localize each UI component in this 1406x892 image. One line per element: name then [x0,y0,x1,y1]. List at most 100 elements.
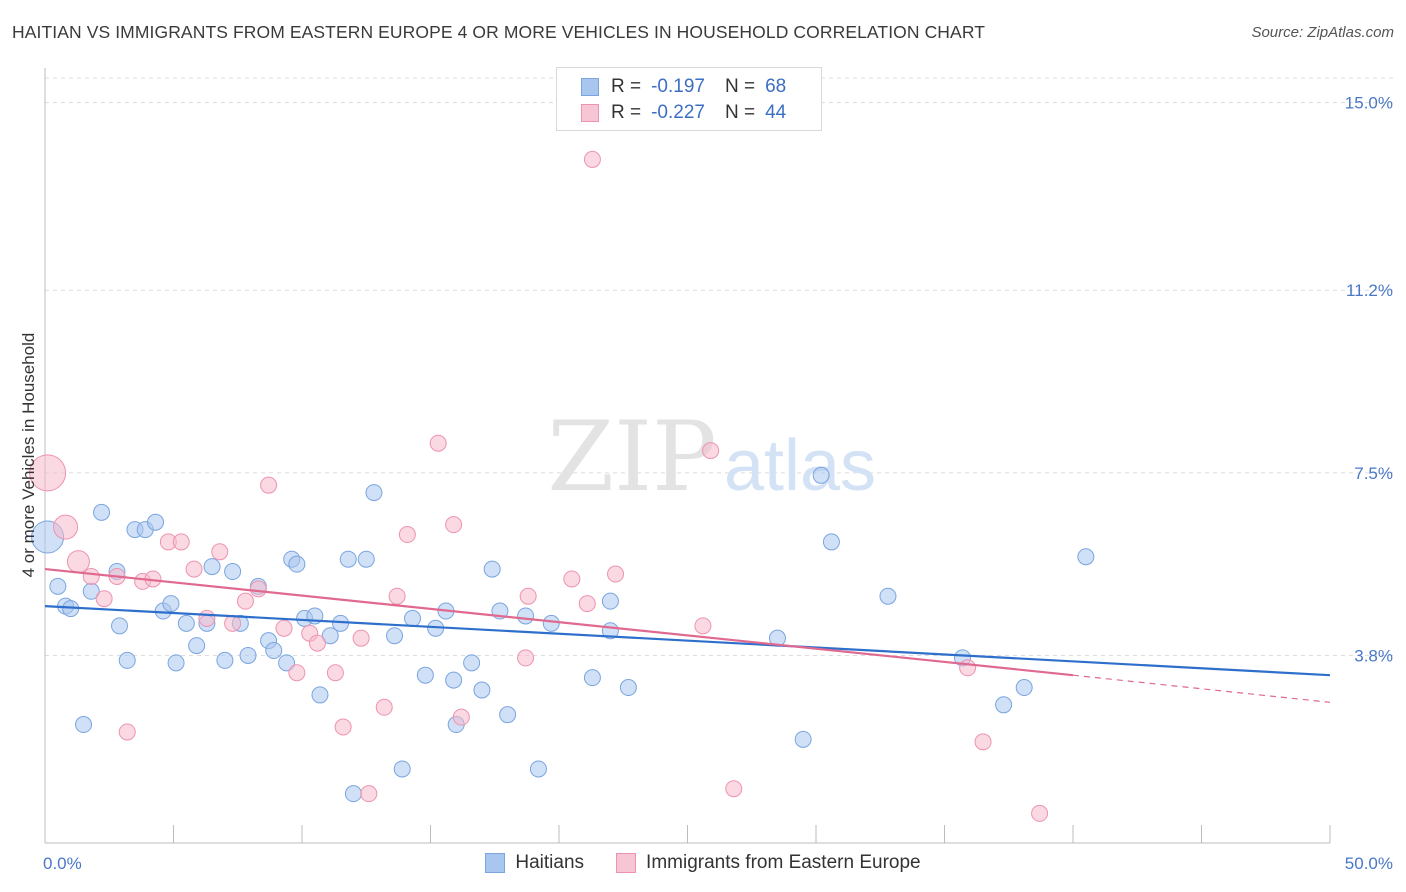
eastern-europe-point [429,434,447,452]
eastern-europe-point [95,590,113,608]
haitians-point [583,669,601,687]
haitians-point [619,679,637,697]
haitians-point [995,696,1013,714]
haitians-point [239,646,257,664]
haitians-point [365,484,383,502]
haitians-point [288,555,306,573]
x-tick-label: 50.0% [1345,854,1393,873]
eastern-europe-point [236,592,254,610]
haitians-point [445,671,463,689]
legend-swatch-blue [485,853,506,873]
haitians-point [265,642,283,660]
eastern-europe-point [452,708,470,726]
eastern-europe-point [517,649,535,667]
haitians-point [344,785,362,803]
watermark-zip: ZIP [547,401,716,513]
watermark-atlas: atlas [724,426,876,506]
eastern-europe-point [1031,804,1049,822]
gridlines [45,77,1395,656]
haitians-point [216,651,234,669]
legend-r-value: -0.197 [651,76,705,97]
haitians-point [879,587,897,605]
x-tick-label: 0.0% [43,854,82,873]
series-eastern-europe-points [29,150,1049,822]
eastern-europe-point [66,550,90,574]
legend-label-haitians: Haitians [515,852,585,873]
axes [44,68,1331,844]
haitians-point [93,503,111,521]
eastern-europe-point [578,595,596,613]
watermark: ZIP atlas [547,401,876,513]
haitians-point [357,550,375,568]
legend-n-value: 68 [765,76,787,97]
tick-labels: 3.8% 7.5% 11.2% 15.0% 0.0% 50.0% [43,94,1393,873]
eastern-europe-point [607,565,625,583]
eastern-europe-point [288,664,306,682]
haitians-point [118,651,136,669]
correlation-legend: R = -0.197 N = 68 R = -0.227 N = 44 [556,67,822,131]
haitians-point [311,686,329,704]
haitians-point [1077,548,1095,566]
haitians-point [812,466,830,484]
haitians-point [147,513,165,531]
haitians-point [321,627,339,645]
haitians-point [529,760,547,778]
legend-n-value: 44 [765,102,787,123]
haitians-point [416,666,434,684]
legend-swatch-blue [581,78,599,96]
eastern-europe-point [360,785,378,803]
haitians-point [822,533,840,551]
haitians-point [203,558,221,576]
haitians-point [111,617,129,635]
eastern-europe-point [519,587,537,605]
source-label: Source: ZipAtlas.com [1251,24,1394,41]
series-legend: Haitians Immigrants from Eastern Europe [0,852,1406,874]
trend-lines [44,567,1331,703]
eastern-europe-point [249,580,267,598]
eastern-europe-point [694,617,712,635]
eastern-europe-point [224,614,242,632]
legend-row-eastern-europe: R = -0.227 N = 44 [581,100,786,126]
eastern-europe-point [275,619,293,637]
haitians-point [278,654,296,672]
haitians-point [393,760,411,778]
eastern-europe-point [563,570,581,588]
legend-n-label: N = [724,76,756,97]
legend-r-value: -0.227 [651,102,705,123]
legend-n-label: N = [724,102,756,123]
haitians-point [1015,679,1033,697]
eastern-europe-point [388,587,406,605]
chart-title: HAITIAN VS IMMIGRANTS FROM EASTERN EUROP… [12,22,986,42]
haitians-point [499,706,517,724]
haitians-point [463,654,481,672]
eastern-europe-point [334,718,352,736]
legend-r-label: R = [611,76,642,97]
haitians-point [386,627,404,645]
eastern-europe-point [583,150,601,168]
legend-item-haitians: Haitians [485,852,584,874]
trend-line-eastern-europe-extension [1072,674,1331,703]
haitians-point [483,560,501,578]
eastern-europe-point [959,659,977,677]
haitians-point [473,681,491,699]
eastern-europe-point [375,698,393,716]
eastern-europe-point [725,780,743,798]
legend-r-label: R = [611,102,642,123]
haitians-point [188,637,206,655]
trend-line-eastern-europe [44,567,1074,677]
eastern-europe-point [172,533,190,551]
series-haitians-points [31,466,1095,803]
haitians-point [162,595,180,613]
haitians-point [404,609,422,627]
y-tick-label: 7.5% [1354,464,1393,483]
eastern-europe-point [260,476,278,494]
eastern-europe-point [445,516,463,534]
y-axis-label: 4 or more Vehicles in Household [19,333,38,578]
haitians-point [339,550,357,568]
trend-line-haitians [44,604,1331,677]
legend-item-eastern-europe: Immigrants from Eastern Europe [616,852,921,874]
eastern-europe-point [198,609,216,627]
legend-swatch-pink [581,104,599,122]
legend-swatch-pink [616,853,637,873]
